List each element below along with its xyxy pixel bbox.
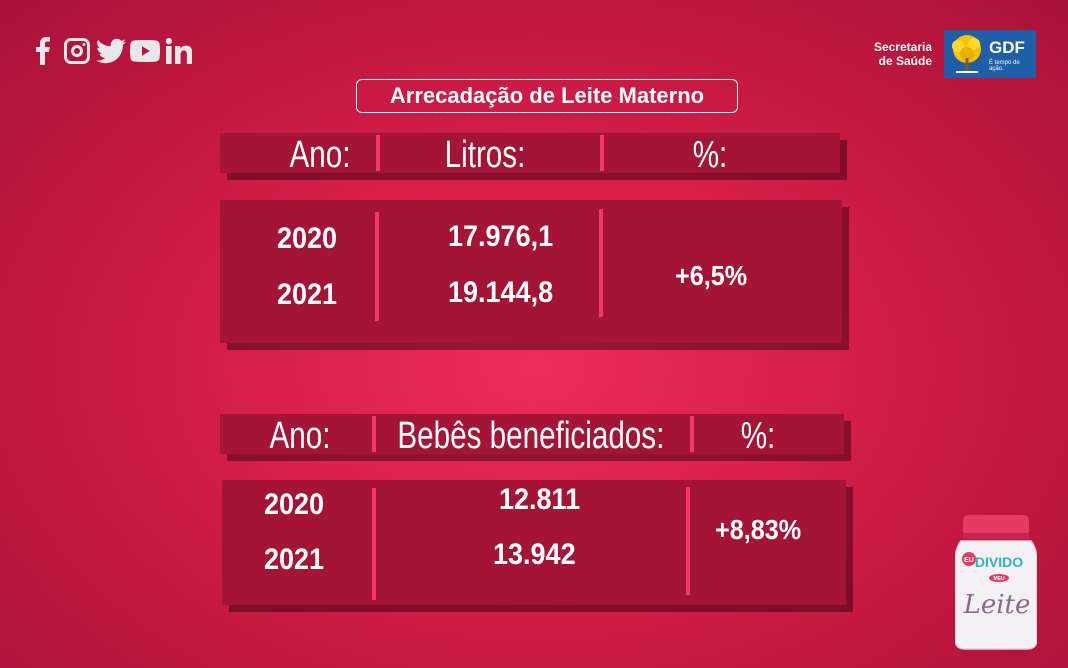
- table1-header: Ano: Litros: %:: [220, 133, 840, 176]
- table2-header-separator-2: [690, 416, 694, 452]
- milk-jar-logo: EU DIVIDO MEU Leite: [954, 515, 1038, 650]
- jar-divido: DIVIDO: [975, 554, 1023, 570]
- secretaria-saude-label: Secretaria de Saúde: [874, 40, 932, 68]
- secretaria-line-1: Secretaria: [873, 40, 932, 54]
- table2-row1-year: 2020: [264, 488, 325, 521]
- twitter-icon[interactable]: [96, 36, 126, 66]
- table2-percent: +8,83%: [715, 514, 802, 545]
- gdf-text: GDF: [989, 38, 1025, 57]
- jar-leite: Leite: [963, 590, 1031, 620]
- table2-row2-babies: 13.942: [493, 538, 576, 571]
- table1-body-separator-2: [599, 209, 603, 317]
- table2-header: Ano: Bebês beneficiados: %:: [220, 414, 844, 457]
- table1-header-liters: Litros:: [444, 134, 526, 176]
- facebook-icon[interactable]: [28, 36, 58, 66]
- gdf-slogan: É tempo de ação.: [989, 60, 1020, 72]
- table1-body: 2020 2021 17.976,1 19.144,8 +6,5%: [220, 200, 842, 343]
- jar-meu: MEU: [993, 576, 1005, 582]
- page-title: Arrecadação de Leite Materno: [356, 79, 738, 113]
- brand-logos: Secretaria de Saúde GDF É tempo de ação.: [874, 30, 1036, 78]
- table2-header-babies: Bebês beneficiados:: [397, 415, 665, 457]
- gdf-logo: GDF É tempo de ação.: [944, 30, 1036, 78]
- table1-row1-liters: 17.976,1: [448, 220, 554, 253]
- table1-header-separator-1: [376, 135, 380, 171]
- page-title-text: Arrecadação de Leite Materno: [389, 83, 705, 108]
- table1-body-separator-1: [375, 212, 379, 321]
- table2-body: 2020 2021 12.811 13.942 +8,83%: [222, 480, 846, 605]
- secretaria-line-2: de Saúde: [878, 54, 932, 68]
- table2-header-year: Ano:: [269, 415, 331, 457]
- youtube-icon[interactable]: [130, 36, 160, 66]
- table1-header-separator-2: [600, 135, 604, 171]
- table1-row1-year: 2020: [277, 222, 338, 255]
- social-icons: [28, 36, 194, 66]
- table2-row1-babies: 12.811: [499, 483, 581, 516]
- ipe-tree-icon: [952, 35, 981, 73]
- linkedin-icon[interactable]: [164, 36, 194, 66]
- table1-header-percent: %:: [692, 134, 728, 176]
- table2-body-separator-2: [686, 487, 690, 595]
- table1-percent: +6,5%: [675, 260, 748, 291]
- table1-header-year: Ano:: [289, 134, 351, 176]
- table1-row2-year: 2021: [277, 278, 338, 311]
- table2-header-percent: %:: [740, 415, 776, 457]
- table1-row2-liters: 19.144,8: [448, 276, 554, 309]
- table2-header-separator-1: [372, 416, 376, 452]
- table2-body-separator-1: [372, 488, 376, 600]
- table2-row2-year: 2021: [264, 543, 325, 576]
- instagram-icon[interactable]: [62, 36, 92, 66]
- jar-eu: EU: [964, 557, 974, 564]
